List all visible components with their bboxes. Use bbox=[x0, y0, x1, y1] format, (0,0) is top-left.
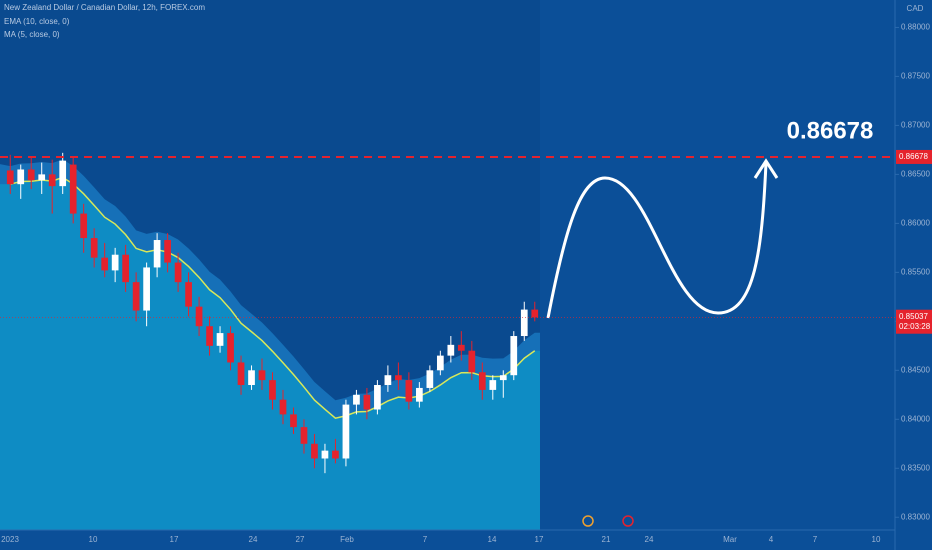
candle-body bbox=[363, 394, 371, 410]
currency-label: CAD bbox=[907, 4, 924, 13]
last-price-box bbox=[896, 309, 932, 334]
candle-body bbox=[164, 240, 171, 263]
x-tick-label: 24 bbox=[249, 535, 258, 544]
candle-body bbox=[332, 450, 339, 459]
x-tick-label: 24 bbox=[645, 535, 654, 544]
candle-body bbox=[122, 254, 129, 283]
x-tick-label: 2023 bbox=[1, 535, 19, 544]
candle-body bbox=[132, 282, 140, 311]
candle-body bbox=[206, 326, 213, 346]
candle-body bbox=[90, 238, 98, 258]
candle-body bbox=[520, 309, 528, 337]
indicator-label: MA (5, close, 0) bbox=[4, 30, 60, 39]
candle-body bbox=[468, 350, 476, 373]
x-tick-label: 7 bbox=[813, 535, 818, 544]
projection-arrow bbox=[546, 162, 768, 319]
arrow-head bbox=[753, 158, 779, 179]
candle-body bbox=[38, 174, 46, 181]
chart-title: New Zealand Dollar / Canadian Dollar, 12… bbox=[4, 3, 205, 12]
target-price-box bbox=[896, 149, 932, 164]
candle-body bbox=[279, 399, 287, 415]
candle-body bbox=[101, 257, 109, 271]
target-price-label: 0.86678 bbox=[899, 152, 928, 161]
x-tick-label: 17 bbox=[535, 535, 544, 544]
candle-body bbox=[59, 160, 67, 187]
last-price-label: 0.85037 bbox=[899, 312, 928, 321]
candle-body bbox=[416, 387, 423, 402]
candle-body bbox=[216, 333, 224, 346]
candle-body bbox=[321, 450, 329, 459]
x-tick-label: 4 bbox=[769, 535, 774, 544]
candle-body bbox=[6, 170, 14, 185]
candle-body bbox=[478, 372, 486, 390]
candle-body bbox=[395, 375, 402, 381]
y-tick-label: 0.84000 bbox=[901, 414, 930, 423]
candle-body bbox=[69, 164, 77, 214]
candle-body bbox=[436, 355, 444, 371]
indicator-area bbox=[0, 159, 540, 531]
x-tick-label: 10 bbox=[872, 535, 881, 544]
y-tick-label: 0.85500 bbox=[901, 267, 930, 276]
candle-body bbox=[248, 370, 255, 386]
y-tick-label: 0.84500 bbox=[901, 365, 930, 374]
y-tick-label: 0.83500 bbox=[901, 463, 930, 472]
candle-body bbox=[153, 240, 161, 268]
candle-body bbox=[300, 427, 308, 444]
candle-body bbox=[111, 254, 119, 271]
candle-body bbox=[531, 309, 539, 318]
candle-body bbox=[80, 213, 88, 239]
candle-body bbox=[374, 385, 381, 410]
candle-body bbox=[426, 370, 434, 388]
candle-body bbox=[489, 380, 497, 390]
x-tick-label: 7 bbox=[423, 535, 428, 544]
y-tick-label: 0.83000 bbox=[901, 512, 930, 521]
y-tick-label: 0.86000 bbox=[901, 218, 930, 227]
x-tick-label: Mar bbox=[723, 535, 737, 544]
ma-line bbox=[10, 176, 536, 420]
event-icon[interactable] bbox=[622, 515, 634, 527]
candle-body bbox=[17, 169, 25, 185]
candle-body bbox=[48, 174, 56, 187]
candle-body bbox=[353, 394, 360, 405]
y-tick-label: 0.88000 bbox=[901, 23, 930, 32]
candle-body bbox=[269, 380, 276, 400]
candle-body bbox=[237, 362, 245, 386]
candle-body bbox=[290, 414, 297, 428]
candle-body bbox=[405, 380, 413, 402]
x-tick-label: 27 bbox=[296, 535, 305, 544]
candle-body bbox=[510, 336, 518, 376]
candle-body bbox=[185, 282, 192, 307]
y-tick-label: 0.87500 bbox=[901, 72, 930, 81]
candle-body bbox=[195, 306, 203, 327]
y-tick-label: 0.86500 bbox=[901, 169, 930, 178]
candle-body bbox=[143, 267, 150, 311]
candle-body bbox=[258, 370, 266, 381]
x-tick-label: 21 bbox=[602, 535, 611, 544]
candle-body bbox=[227, 333, 234, 363]
candle-body bbox=[174, 262, 182, 283]
ema-area bbox=[0, 177, 540, 531]
indicator-label: EMA (10, close, 0) bbox=[4, 17, 70, 26]
candle-body bbox=[311, 443, 318, 459]
candle-body bbox=[457, 344, 465, 351]
x-tick-label: Feb bbox=[340, 535, 354, 544]
target-annotation: 0.86678 bbox=[787, 117, 874, 144]
y-tick-label: 0.87000 bbox=[901, 121, 930, 130]
x-tick-label: 14 bbox=[488, 535, 497, 544]
x-tick-label: 17 bbox=[170, 535, 179, 544]
candle-body bbox=[342, 404, 350, 459]
candle-body bbox=[27, 169, 35, 181]
candle-body bbox=[499, 375, 507, 381]
event-icon[interactable] bbox=[582, 515, 594, 527]
plot bbox=[6, 152, 539, 474]
countdown-label: 02:03:28 bbox=[899, 322, 931, 331]
candle-body bbox=[447, 344, 455, 356]
x-tick-label: 10 bbox=[89, 535, 98, 544]
candle-body bbox=[384, 375, 392, 386]
